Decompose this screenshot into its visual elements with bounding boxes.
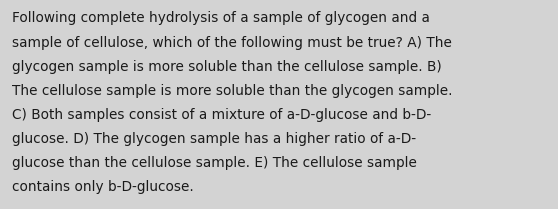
Text: glycogen sample is more soluble than the cellulose sample. B): glycogen sample is more soluble than the… [12,60,442,74]
Text: sample of cellulose, which of the following must be true? A) The: sample of cellulose, which of the follow… [12,36,452,50]
Text: Following complete hydrolysis of a sample of glycogen and a: Following complete hydrolysis of a sampl… [12,11,430,25]
Text: The cellulose sample is more soluble than the glycogen sample.: The cellulose sample is more soluble tha… [12,84,453,98]
Text: C) Both samples consist of a mixture of a-D-glucose and b-D-: C) Both samples consist of a mixture of … [12,108,431,122]
Text: glucose than the cellulose sample. E) The cellulose sample: glucose than the cellulose sample. E) Th… [12,156,417,170]
Text: contains only b-D-glucose.: contains only b-D-glucose. [12,180,194,194]
Text: glucose. D) The glycogen sample has a higher ratio of a-D-: glucose. D) The glycogen sample has a hi… [12,132,416,146]
